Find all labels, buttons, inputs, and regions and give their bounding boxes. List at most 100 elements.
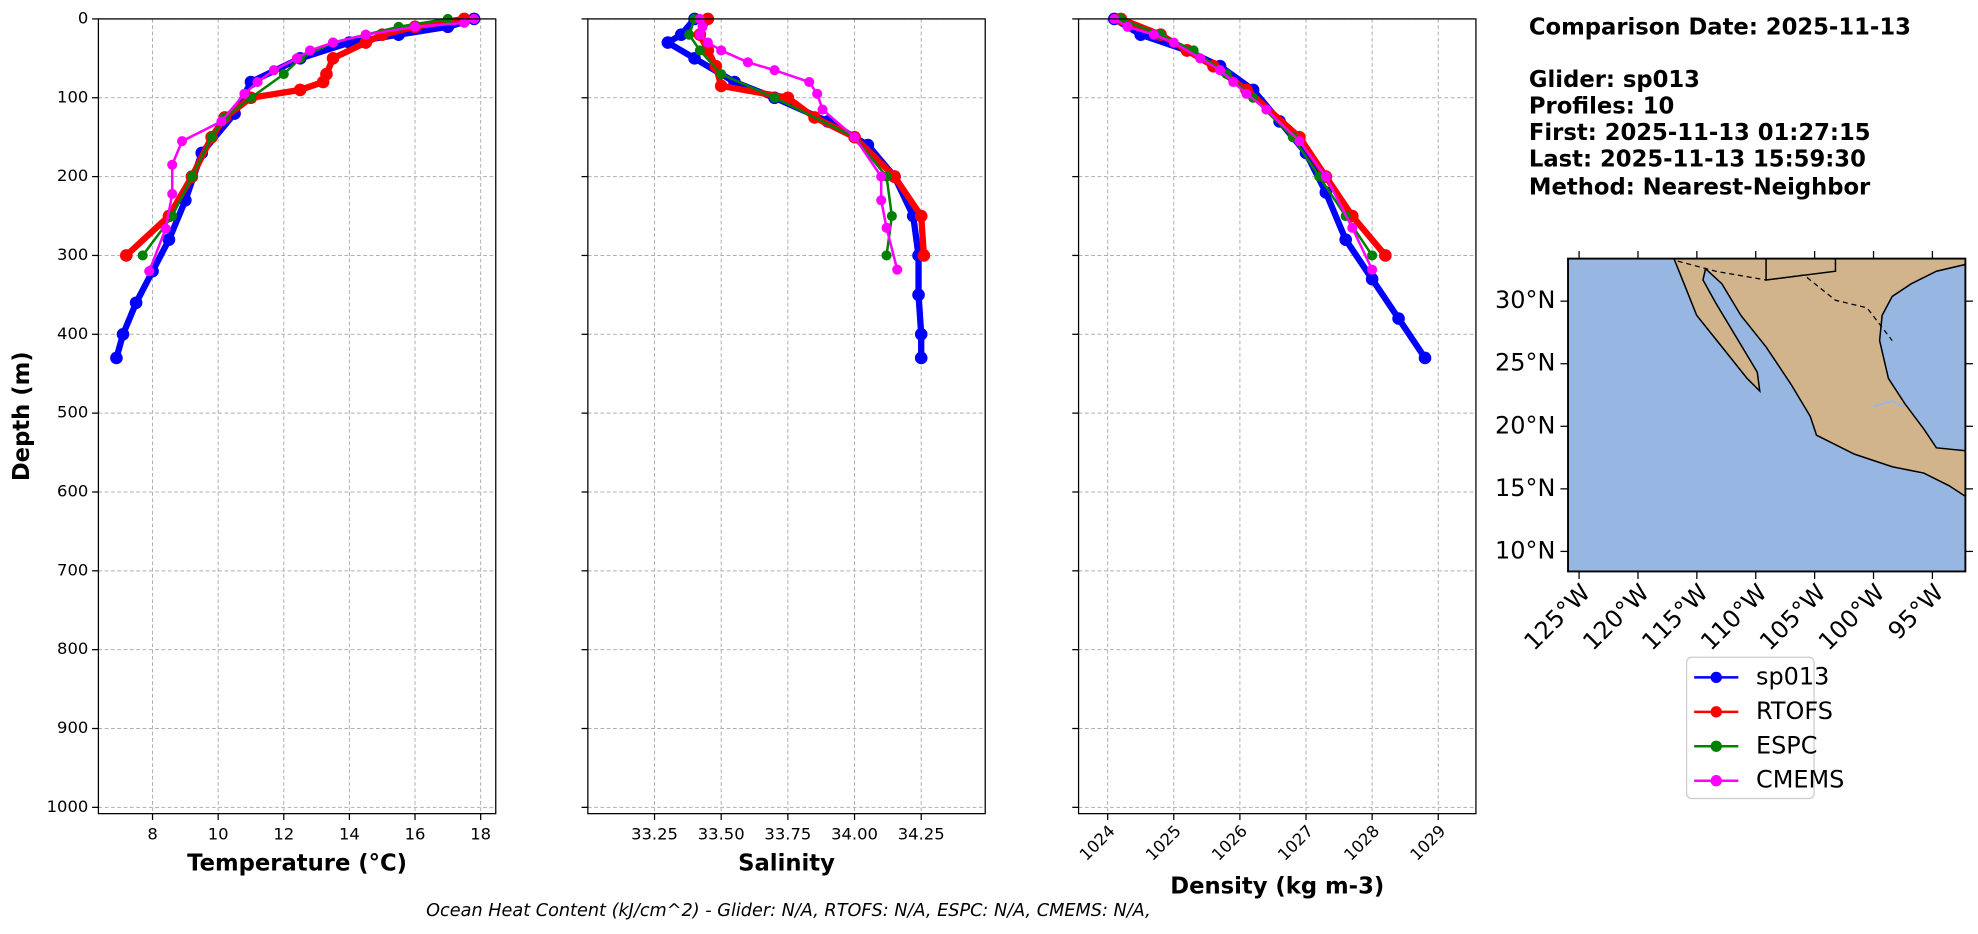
x-tick-label: 1028 (1340, 821, 1383, 864)
x-axis-label: Density (kg m-3) (1170, 873, 1384, 899)
marker (694, 29, 705, 40)
info-line: Method: Nearest-Neighbor (1529, 174, 1871, 200)
marker (252, 76, 263, 88)
y-tick-label: 0 (78, 8, 88, 27)
legend-box (1685, 656, 1815, 800)
marker (694, 45, 705, 56)
marker (1339, 233, 1352, 246)
y-tick-label: 700 (57, 560, 88, 579)
border (1765, 258, 1837, 281)
map (1567, 257, 1967, 573)
x-tick-label: 1026 (1208, 821, 1251, 864)
x-tick-label: 33.75 (764, 825, 811, 844)
marker (881, 222, 892, 233)
marker (1379, 249, 1392, 262)
profile-line (1112, 16, 1428, 360)
profile-line (113, 15, 476, 359)
marker (1320, 171, 1331, 182)
info-line: First: 2025-11-13 01:27:15 (1529, 120, 1871, 146)
marker (781, 91, 795, 105)
marker (876, 171, 887, 182)
lat-label: 30°N (1495, 286, 1555, 314)
marker (1241, 88, 1252, 99)
marker (804, 76, 815, 88)
marker (1168, 37, 1179, 48)
marker (326, 52, 340, 65)
land (1673, 258, 1966, 498)
marker (268, 65, 279, 76)
marker (914, 351, 928, 365)
marker (812, 88, 823, 99)
lat-label: 25°N (1495, 349, 1555, 377)
marker (110, 351, 123, 365)
marker (769, 92, 780, 103)
info-line: Last: 2025-11-13 15:59:30 (1529, 147, 1866, 173)
y-tick-label: 1000 (47, 797, 89, 816)
marker (714, 79, 728, 93)
marker (892, 264, 903, 275)
marker (684, 29, 695, 40)
legend-label: RTOFS (1756, 697, 1833, 725)
marker (1228, 76, 1239, 88)
marker (817, 104, 828, 115)
legend-label: ESPC (1756, 731, 1818, 759)
marker (327, 37, 339, 48)
map-frame (1567, 257, 1967, 573)
marker (1367, 264, 1378, 275)
marker (216, 116, 227, 127)
lat-label: 15°N (1495, 474, 1555, 502)
x-tick-label: 34.00 (831, 825, 878, 844)
info-line: Glider: sp013 (1529, 67, 1700, 93)
marker (137, 250, 148, 261)
marker (278, 69, 289, 80)
marker (186, 171, 197, 182)
marker (886, 210, 897, 222)
x-tick-label: 1027 (1274, 821, 1317, 864)
marker (1261, 104, 1272, 115)
legend-label: CMEMS (1756, 766, 1844, 794)
x-tick-label: 8 (147, 825, 157, 844)
plot-frame (587, 18, 986, 815)
plot-frame (97, 18, 497, 815)
marker (116, 327, 130, 341)
marker (881, 250, 892, 261)
marker (701, 44, 715, 57)
marker (876, 195, 887, 206)
x-axis-label: Temperature (°C) (187, 851, 407, 877)
y-tick-label: 800 (57, 639, 88, 658)
river (1873, 400, 1906, 409)
legend-marker (1710, 775, 1722, 787)
marker (769, 65, 780, 76)
marker (293, 83, 307, 97)
marker (177, 136, 188, 147)
legend-marker (1710, 671, 1722, 684)
x-tick-label: 14 (339, 825, 360, 844)
info-line: Comparison Date: 2025-11-13 (1529, 14, 1911, 40)
y-tick-label: 100 (57, 87, 88, 106)
x-tick-label: 16 (405, 825, 426, 844)
info-line: Profiles: 10 (1529, 94, 1674, 120)
marker (360, 29, 371, 40)
marker (119, 249, 133, 262)
x-axis-label: Salinity (738, 851, 835, 877)
marker (1347, 222, 1358, 233)
marker (688, 52, 701, 65)
x-tick-label: 33.50 (698, 825, 745, 844)
marker (316, 75, 330, 89)
x-tick-label: 1025 (1142, 821, 1185, 864)
legend-marker (1710, 740, 1722, 752)
x-tick-label: 12 (273, 825, 294, 844)
marker (1195, 53, 1206, 64)
marker (917, 249, 931, 262)
marker (304, 45, 316, 56)
marker (167, 159, 178, 170)
profile-line (1113, 17, 1374, 271)
marker (206, 132, 217, 143)
marker (409, 21, 421, 32)
marker (849, 132, 860, 143)
lat-label: 10°N (1495, 536, 1555, 564)
marker (1294, 136, 1305, 147)
marker (1215, 65, 1226, 76)
x-tick-label: 1024 (1076, 821, 1119, 864)
